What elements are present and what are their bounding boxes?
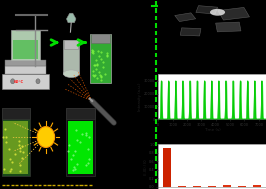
Circle shape — [37, 127, 55, 147]
Bar — [163, 148, 171, 187]
Polygon shape — [66, 13, 76, 23]
Circle shape — [11, 79, 15, 84]
Polygon shape — [216, 22, 241, 32]
Bar — [13, 40, 38, 59]
Bar — [3, 121, 28, 174]
Bar — [66, 108, 95, 119]
Bar — [66, 108, 95, 176]
Bar — [2, 108, 30, 119]
Bar — [178, 186, 186, 187]
Bar — [90, 34, 111, 83]
Circle shape — [36, 79, 40, 84]
Bar — [91, 34, 110, 43]
Bar — [5, 66, 46, 74]
Bar — [238, 186, 246, 187]
Polygon shape — [180, 28, 201, 36]
Bar — [253, 185, 261, 187]
Bar — [64, 40, 78, 49]
Bar — [11, 30, 40, 60]
Polygon shape — [218, 7, 250, 20]
Polygon shape — [196, 6, 218, 14]
Ellipse shape — [63, 70, 79, 77]
Bar — [63, 40, 79, 74]
Bar — [223, 185, 231, 187]
Y-axis label: (I-I0) / I0: (I-I0) / I0 — [144, 159, 148, 174]
Text: 60°C: 60°C — [14, 80, 24, 84]
Circle shape — [210, 9, 225, 16]
Bar — [2, 74, 49, 89]
Bar — [68, 121, 93, 174]
Polygon shape — [175, 13, 196, 22]
Bar — [5, 60, 46, 66]
X-axis label: Time (s): Time (s) — [204, 128, 221, 132]
Y-axis label: Intensity (a.u.): Intensity (a.u.) — [138, 82, 142, 111]
Bar — [193, 186, 201, 187]
Bar — [2, 108, 30, 176]
